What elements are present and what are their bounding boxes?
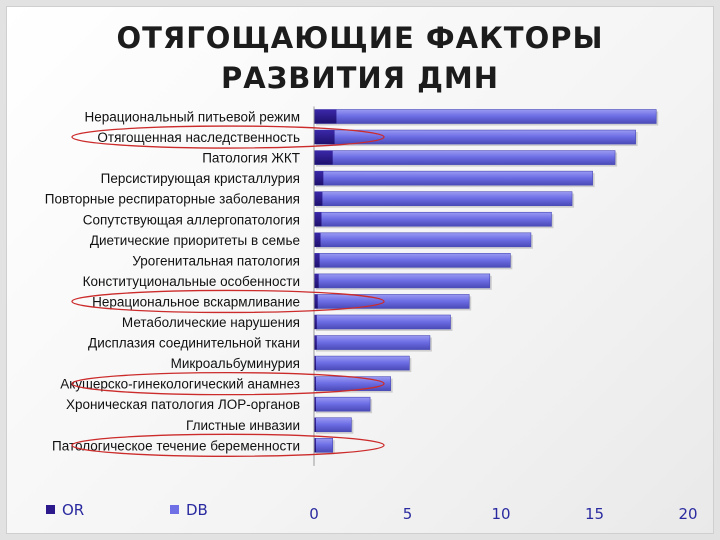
bar-db: [313, 396, 371, 412]
category-label: Повторные респираторные заболевания: [45, 192, 300, 207]
highlight-ovals: [71, 125, 385, 457]
bar-db: [313, 109, 657, 124]
bar-db: [313, 273, 491, 289]
legend-swatch: [170, 505, 179, 514]
bar-db: [313, 335, 431, 350]
bars-group: [313, 109, 659, 455]
bar-db: [313, 191, 573, 206]
category-label: Патологическое течение беременности: [52, 438, 300, 453]
highlight-oval: [71, 289, 385, 314]
bar-or: [314, 376, 316, 391]
category-label: Метаболические нарушения: [122, 315, 300, 330]
highlight-oval: [71, 125, 385, 149]
category-labels: Нерациональный питьевой режим Отягощенная…: [45, 110, 300, 454]
x-tick-label: 15: [585, 505, 604, 523]
category-label: Урогенитальная патология: [132, 253, 300, 268]
category-label: Хроническая патология ЛОР-органов: [66, 397, 300, 412]
title-line-1: ОТЯГОЩАЮЩИЕ ФАКТОРЫ: [116, 21, 604, 55]
bar-db: [313, 376, 391, 391]
category-label: Глистные инвазии: [186, 418, 300, 433]
category-label: Отягощенная наследственность: [97, 130, 300, 145]
bar-or: [314, 171, 324, 186]
bar-or: [314, 253, 320, 268]
bar-db: [313, 437, 334, 453]
x-tick-label: 10: [491, 505, 510, 523]
bar-or: [314, 315, 317, 329]
bar-db: [313, 314, 451, 330]
category-label: Конституциональные особенности: [83, 274, 300, 289]
x-tick-label: 0: [309, 505, 319, 523]
bar-db: [313, 150, 616, 165]
category-label: Дисплазия соединительной ткани: [88, 336, 300, 351]
highlight-oval: [71, 433, 385, 457]
x-axis: 0 5 10 15 20: [309, 106, 698, 523]
bar-or: [314, 273, 319, 288]
x-tick-label: 5: [403, 505, 413, 523]
category-label: Акушерско-гинекологический анамнез: [60, 377, 300, 392]
legend-swatch: [46, 505, 55, 514]
category-label: Микроальбуминурия: [171, 356, 300, 371]
title-line-2: РАЗВИТИЯ ДМН: [220, 61, 500, 95]
legend-label: OR: [62, 501, 84, 519]
category-label: Нерациональное вскармливание: [92, 294, 300, 309]
bar-or: [314, 438, 316, 453]
bar-or: [314, 212, 322, 227]
bar-db: [313, 129, 636, 145]
bar-or: [314, 109, 337, 124]
category-label: Персистирующая кристаллурия: [101, 171, 300, 186]
bar-db: [313, 211, 552, 227]
bar-db: [313, 294, 470, 309]
bar-db: [313, 355, 410, 371]
bar-or: [314, 191, 323, 206]
bar-db: [313, 170, 593, 186]
bar-db: [313, 253, 511, 268]
legend-label: DB: [186, 501, 208, 519]
bar-or: [314, 130, 335, 145]
bar-or: [314, 335, 317, 350]
category-label: Диетические приоритеты в семье: [90, 233, 300, 248]
category-label: Сопутствующая аллергопатология: [83, 212, 300, 227]
chart-title: ОТЯГОЩАЮЩИЕ ФАКТОРЫ РАЗВИТИЯ ДМН: [40, 18, 680, 98]
bar-or: [314, 150, 333, 165]
highlight-oval: [71, 371, 385, 396]
category-label: Патология ЖКТ: [202, 151, 300, 166]
bar-or: [314, 294, 318, 309]
legend: OR DB: [46, 501, 208, 519]
category-label: Нерациональный питьевой режим: [85, 110, 301, 125]
bar-or: [314, 417, 316, 432]
bar-or: [314, 397, 316, 412]
bar-db: [313, 232, 532, 248]
bar-or: [314, 232, 321, 247]
bar-or: [314, 356, 316, 371]
x-tick-label: 20: [678, 505, 697, 523]
bar-db: [313, 417, 352, 433]
